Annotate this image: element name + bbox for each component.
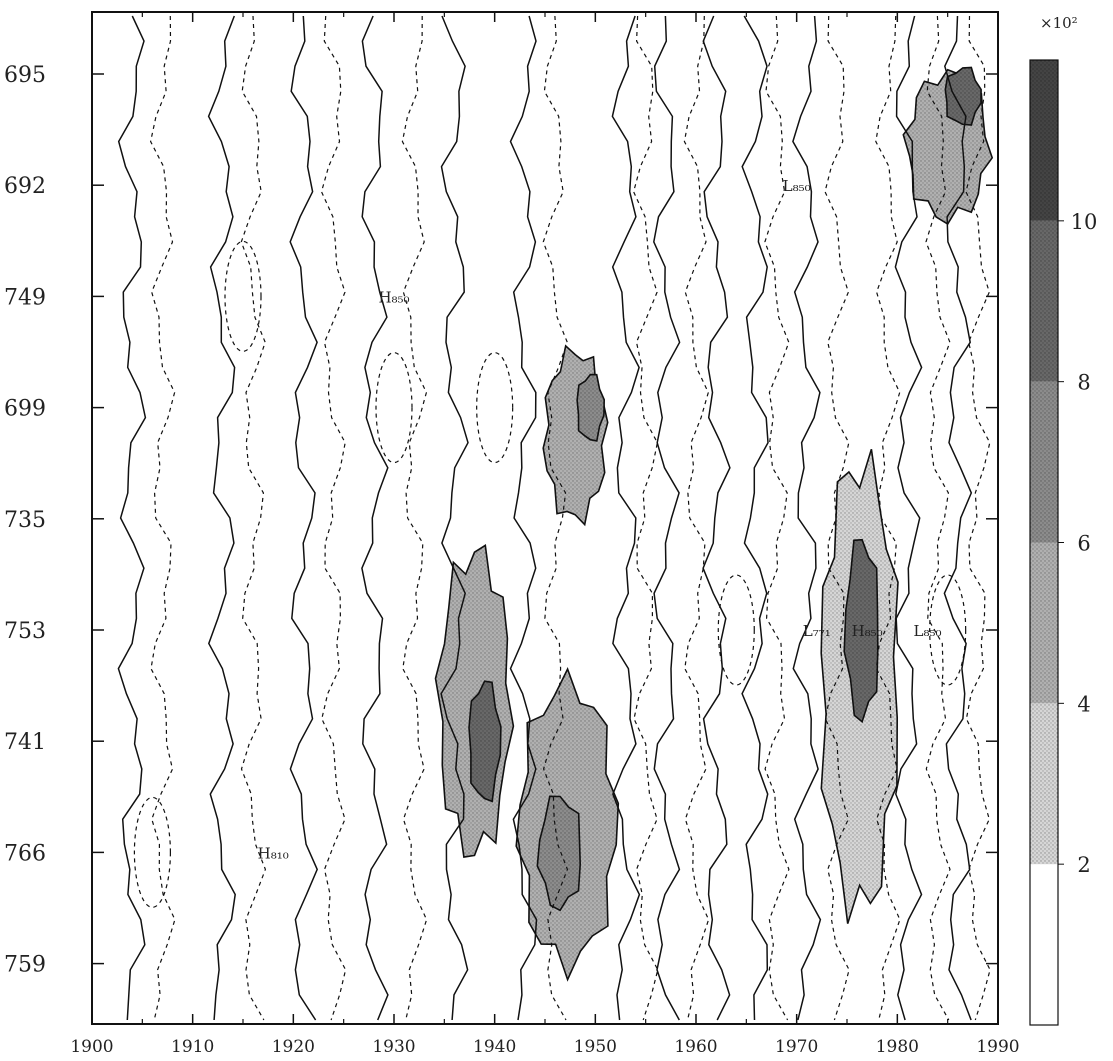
contour-line-dashed bbox=[542, 15, 569, 1021]
colorbar-stipple bbox=[1030, 381, 1058, 543]
contour-line-solid bbox=[741, 15, 769, 1021]
shaded-peak-stipple bbox=[537, 796, 581, 911]
contour-line-solid bbox=[207, 15, 236, 1021]
colorbar-stipple bbox=[1030, 60, 1058, 221]
y-tick-label: 759 bbox=[4, 953, 46, 978]
contour-annotation: L₈₅₀ bbox=[914, 622, 942, 640]
contour-line-dashed bbox=[632, 15, 659, 1021]
contour-annotation: L₈₅₀ bbox=[783, 177, 811, 195]
contour-annotation: H₈₁₀ bbox=[258, 844, 289, 862]
contour-line-dashed bbox=[149, 15, 176, 1021]
contour-closed-dashed bbox=[375, 352, 413, 464]
contour-annotations: H₈₅₀ L₈₅₀ L₇₇₁ H₈₅₀ L₈₅₀ H₈₁₀ bbox=[258, 177, 942, 862]
colorbar-tick-label: 8 bbox=[1077, 371, 1090, 395]
contour-line-solid bbox=[611, 15, 641, 1021]
shaded-peak-stipple bbox=[945, 67, 982, 125]
x-tick-label: 1990 bbox=[976, 1037, 1019, 1057]
colorbar-stipple bbox=[1030, 220, 1058, 382]
colorbar-tick-label: 10 bbox=[1071, 210, 1098, 234]
contour-line-solid bbox=[117, 15, 147, 1021]
x-tick-label: 1930 bbox=[372, 1037, 415, 1057]
contour-line-solid bbox=[440, 15, 469, 1021]
shaded-peak-stipple bbox=[844, 539, 878, 722]
contour-line-solid bbox=[943, 15, 973, 1021]
contour-line-dashed bbox=[240, 15, 267, 1021]
colorbar-stipple bbox=[1030, 542, 1058, 704]
contour-closed-dashed bbox=[224, 240, 262, 352]
contour-line-dashed bbox=[320, 15, 347, 1021]
colorbar-tick-label: 2 bbox=[1077, 853, 1090, 877]
contour-closed-dashed bbox=[133, 796, 171, 909]
y-axis: 695 692 749 699 735 753 741 766 759 bbox=[4, 63, 998, 978]
contour-line-dashed bbox=[965, 15, 991, 1021]
y-tick-label: 766 bbox=[4, 841, 46, 866]
contour-annotation: L₇₇₁ bbox=[803, 622, 831, 640]
contour-closed-dashed bbox=[476, 352, 514, 464]
shaded-peak-stipple bbox=[577, 374, 605, 441]
contour-line-solid bbox=[894, 15, 923, 1021]
shaded-regions bbox=[434, 66, 994, 982]
colorbar-tick-label: 4 bbox=[1077, 692, 1090, 716]
y-tick-label: 741 bbox=[4, 730, 46, 755]
colorbar-tick-label: 6 bbox=[1077, 532, 1090, 556]
contour-line-dashed bbox=[764, 15, 790, 1021]
contour-lines bbox=[117, 15, 991, 1021]
x-tick-label: 1970 bbox=[775, 1037, 818, 1057]
y-tick-label: 699 bbox=[4, 397, 46, 422]
colorbar: ×10² 2 4 6 8 10 bbox=[1029, 14, 1098, 1026]
contour-line-dashed bbox=[875, 15, 901, 1021]
contour-line-solid bbox=[702, 15, 731, 1021]
y-tick-label: 735 bbox=[4, 508, 46, 533]
x-axis: 1900 1910 1920 1930 1940 1950 1960 1970 1980 1990 bbox=[70, 12, 1020, 1057]
x-tick-label: 1980 bbox=[876, 1037, 919, 1057]
x-tick-label: 1910 bbox=[171, 1037, 214, 1057]
contour-line-solid bbox=[653, 15, 681, 1021]
y-tick-label: 749 bbox=[4, 285, 46, 310]
x-tick-label: 1960 bbox=[674, 1037, 717, 1057]
colorbar-stipple bbox=[1030, 703, 1058, 865]
contour-annotation: H₈₅₀ bbox=[378, 288, 409, 306]
contour-annotation: H₈₅₀ bbox=[852, 622, 883, 640]
contour-line-solid bbox=[289, 15, 319, 1021]
x-tick-label: 1920 bbox=[272, 1037, 315, 1057]
contour-closed-dashed bbox=[929, 574, 967, 686]
x-tick-label: 1950 bbox=[574, 1037, 617, 1057]
contour-line-dashed bbox=[683, 15, 710, 1021]
x-tick-label: 1900 bbox=[70, 1037, 113, 1057]
contour-line-solid bbox=[361, 15, 389, 1021]
contour-closed-dashed bbox=[717, 574, 755, 686]
y-tick-label: 692 bbox=[4, 174, 46, 199]
colorbar-band bbox=[1030, 864, 1058, 1025]
shaded-peak-stipple bbox=[469, 681, 501, 802]
contour-line-solid bbox=[509, 15, 538, 1021]
y-tick-label: 695 bbox=[4, 63, 46, 88]
contour-line-dashed bbox=[824, 15, 850, 1021]
contour-line-dashed bbox=[401, 15, 428, 1021]
contour-line-solid bbox=[792, 15, 822, 1021]
x-tick-label: 1940 bbox=[473, 1037, 516, 1057]
colorbar-exponent-label: ×10² bbox=[1040, 14, 1078, 32]
y-tick-label: 753 bbox=[4, 619, 46, 644]
contour-line-dashed bbox=[925, 15, 951, 1021]
